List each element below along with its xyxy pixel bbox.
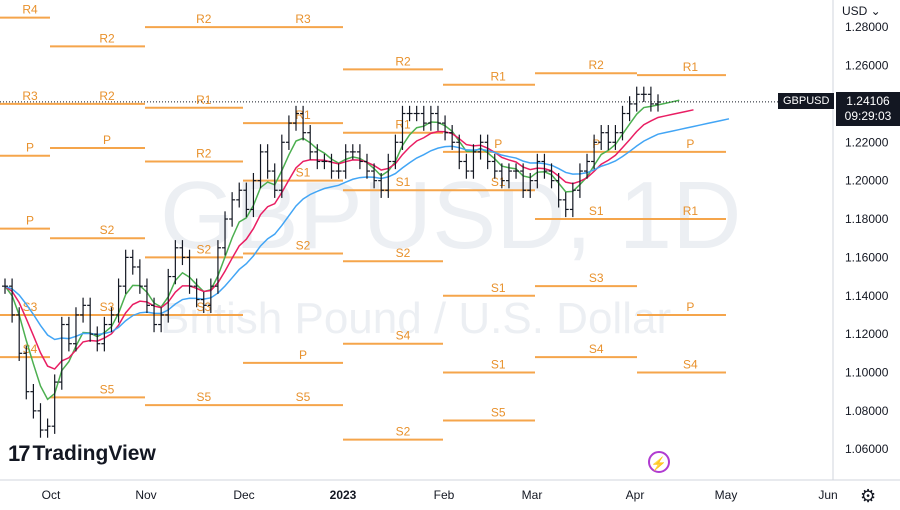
pivot-label: R1: [491, 70, 507, 84]
pivot-label: S2: [196, 242, 211, 256]
countdown-timer: 09:29:03: [844, 109, 892, 123]
candles: [2, 86, 661, 438]
watermark-name: British Pound / U.S. Dollar: [160, 294, 671, 343]
pivot-label: S1: [491, 357, 506, 371]
pivot-label: S1: [491, 281, 506, 295]
logo-text: TradingView: [32, 442, 156, 465]
x-tick-label: 2023: [330, 488, 357, 502]
time-axis[interactable]: Oct Nov Dec 2023 Feb Mar Apr May Jun: [42, 488, 838, 502]
x-tick-label: Jun: [818, 488, 837, 502]
y-tick-label: 1.20000: [845, 174, 889, 188]
x-tick-label: Feb: [434, 488, 455, 502]
pivot-label: S1: [296, 166, 311, 180]
pivot-label: S1: [396, 175, 411, 189]
pivot-label: P: [26, 214, 34, 228]
y-tick-label: 1.26000: [845, 59, 889, 73]
x-tick-label: May: [715, 488, 738, 502]
pivot-label: S4: [396, 329, 411, 343]
lightning-icon[interactable]: ⚡: [648, 451, 670, 473]
pivot-label: S1: [491, 175, 506, 189]
pivot-label: R3: [22, 89, 38, 103]
x-tick-label: Apr: [626, 488, 645, 502]
symbol-tag: GBPUSD: [778, 93, 835, 109]
y-tick-label: 1.18000: [845, 212, 889, 226]
gear-icon[interactable]: ⚙: [860, 486, 877, 506]
pivot-label: R2: [196, 146, 212, 160]
last-price-value: 1.24106: [846, 94, 890, 108]
pivot-label: R2: [395, 54, 411, 68]
pivot-label: R2: [99, 31, 115, 45]
pivot-label: R2: [99, 89, 115, 103]
last-price-tag: 1.24106 09:29:03: [836, 92, 900, 126]
pivot-label: S1: [589, 204, 604, 218]
y-tick-label: 1.22000: [845, 135, 889, 149]
x-tick-label: Dec: [233, 488, 254, 502]
y-tick-label: 1.16000: [845, 250, 889, 264]
pivot-label: S3: [589, 271, 604, 285]
pivot-label: P: [494, 137, 502, 151]
pivot-label: R4: [22, 3, 38, 17]
pivot-label: S5: [491, 405, 506, 419]
y-tick-label: 1.08000: [845, 404, 889, 418]
pivot-label: R1: [683, 60, 699, 74]
pivot-label: S2: [396, 425, 411, 439]
currency-button[interactable]: USD ⌄: [842, 4, 881, 18]
pivot-label: R1: [683, 204, 699, 218]
time-axis-bg[interactable]: [0, 480, 900, 510]
pivot-label: P: [103, 133, 111, 147]
pivot-label: S4: [589, 342, 604, 356]
price-axis-bg[interactable]: [833, 0, 900, 480]
pivot-label: R2: [196, 12, 212, 26]
ma-mid-line: [4, 109, 694, 370]
x-tick-label: Nov: [135, 488, 156, 502]
y-tick-label: 1.14000: [845, 289, 889, 303]
tradingview-logo[interactable]: 17 TradingView: [8, 441, 156, 467]
y-tick-label: 1.06000: [845, 442, 889, 456]
pivot-label: S2: [100, 223, 115, 237]
x-tick-label: Mar: [522, 488, 543, 502]
x-tick-label: Oct: [42, 488, 61, 502]
pivot-label: S3: [100, 300, 115, 314]
y-tick-label: 1.10000: [845, 365, 889, 379]
pivot-label: S5: [296, 390, 311, 404]
pivot-label: S2: [296, 239, 311, 253]
pivot-label: R2: [589, 58, 605, 72]
pivot-label: P: [299, 348, 307, 362]
pivot-label: S5: [196, 390, 211, 404]
pivot-label: S4: [683, 357, 698, 371]
y-tick-label: 1.12000: [845, 327, 889, 341]
pivot-label: R3: [295, 12, 311, 26]
pivot-label: P: [686, 300, 694, 314]
pivot-label: S2: [396, 246, 411, 260]
pivot-label: R1: [395, 118, 411, 132]
pivot-label: S5: [100, 382, 115, 396]
pivot-label: P: [592, 137, 600, 151]
pivot-label: P: [26, 141, 34, 155]
pivot-label: P: [686, 137, 694, 151]
logo-mark: 17: [8, 441, 31, 466]
y-tick-label: 1.28000: [845, 20, 889, 34]
pivot-label: R1: [196, 93, 212, 107]
